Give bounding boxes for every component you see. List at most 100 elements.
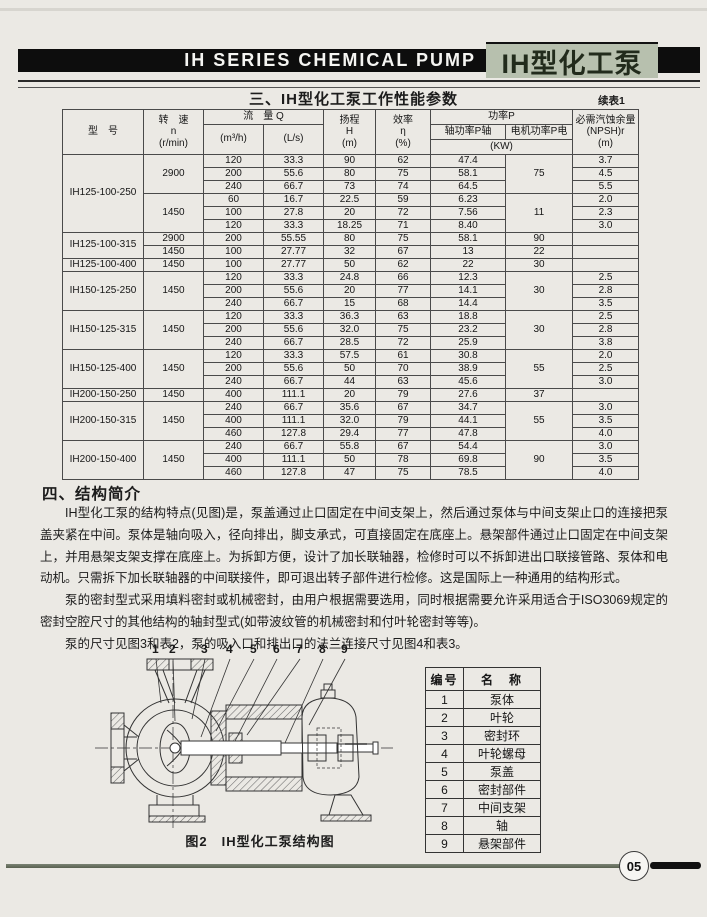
cell-flow-m3h: 400 xyxy=(203,453,264,467)
cell-shaft-power: 8.40 xyxy=(430,219,506,233)
performance-row: IH200-150-250 1450 400 111.1 20 79 27.6 37 xyxy=(62,388,640,402)
cell-model: IH200-150-315 xyxy=(62,401,144,441)
cell-shaft-power: 58.1 xyxy=(430,167,506,181)
cell-npsh: 4.5 xyxy=(572,167,640,181)
col-header-efficiency: 效率 η (%) xyxy=(375,109,431,155)
cell-speed: 2900 xyxy=(143,154,204,194)
cell-npsh: 4.0 xyxy=(572,466,640,480)
performance-row: IH200-150-400 1450 240 66.7 55.8 67 54.4 90 3.0 xyxy=(62,440,640,480)
cell-npsh: 3.5 xyxy=(572,297,640,311)
performance-table-body: IH125-100-250 2900 120 33.3 90 62 47.4 75 3.7 200… xyxy=(62,154,640,480)
col-header-flow-label: 流 量 Q xyxy=(243,110,284,122)
cell-npsh: 2.5 xyxy=(572,362,640,376)
col-header-speed: 转 速 n (r/min) xyxy=(143,109,204,155)
cell-flow-m3h: 120 xyxy=(203,154,264,168)
banner-divider-rule xyxy=(18,80,700,88)
cell-speed: 1450 xyxy=(143,349,204,389)
cell-speed: 1450 xyxy=(143,258,204,272)
cell-npsh: 3.0 xyxy=(572,440,640,454)
cell-part-name: 叶轮 xyxy=(463,708,541,727)
col-header-head: 扬程 H (m) xyxy=(323,109,376,155)
cell-flow-m3h: 200 xyxy=(203,284,264,298)
cell-efficiency: 79 xyxy=(375,414,431,428)
cell-model: IH150-125-315 xyxy=(62,310,144,350)
cell-motor-power: 55 xyxy=(504,401,574,441)
cell-shaft-power: 58.1 xyxy=(430,232,506,246)
performance-row: 460 127.8 47 75 78.5 4.0 xyxy=(63,466,640,480)
cell-flow-m3h: 100 xyxy=(203,245,264,259)
cell-flow-ls: 27.77 xyxy=(263,245,324,259)
cell-head: 15 xyxy=(323,297,376,311)
cell-motor-power: 37 xyxy=(504,388,574,402)
cell-model: IH125-100-315 xyxy=(62,232,144,259)
cell-flow-m3h: 200 xyxy=(203,323,264,337)
parts-row: 4 叶轮螺母 xyxy=(425,744,541,763)
cell-part-name: 轴 xyxy=(463,816,541,835)
cell-head: 90 xyxy=(323,154,376,168)
col-header-flow-ls: (L/s) xyxy=(263,124,324,155)
parts-table-header: 编号 名 称 xyxy=(425,667,541,691)
parts-row: 1 泵体 xyxy=(425,690,541,709)
cell-shaft-power: 27.6 xyxy=(430,388,506,402)
cell-part-number: 5 xyxy=(425,762,464,781)
performance-row: 1450 100 27.77 32 67 13 22 xyxy=(63,245,640,259)
cell-flow-m3h: 200 xyxy=(203,167,264,181)
parts-col-number: 编号 xyxy=(425,667,464,691)
cell-efficiency: 67 xyxy=(375,440,431,454)
cell-flow-ls: 16.7 xyxy=(263,193,324,207)
paragraph: 泵的密封型式采用填料密封或机械密封，由用户根据需要选用，同时根据需要允许采用适合… xyxy=(40,593,668,629)
col-header-speed-line: (r/min) xyxy=(159,137,188,149)
cell-flow-ls: 33.3 xyxy=(263,349,324,363)
figure-callout-5: 5 xyxy=(250,642,257,656)
cell-npsh: 3.0 xyxy=(572,375,640,389)
performance-row: IH150-125-400 1450 120 33.3 57.5 61 30.8 55 2.0 xyxy=(62,349,640,389)
cell-part-number: 2 xyxy=(425,708,464,727)
cell-shaft-power: 12.3 xyxy=(430,271,506,285)
cell-npsh: 5.5 xyxy=(572,180,640,194)
cell-efficiency: 75 xyxy=(375,232,431,246)
cell-head: 50 xyxy=(323,362,376,376)
cell-efficiency: 72 xyxy=(375,336,431,350)
cell-motor-power: 11 xyxy=(504,193,574,233)
performance-row: IH125-100-400 1450 100 27.77 50 62 22 30 xyxy=(62,258,640,272)
page-header-banner: IH SERIES CHEMICAL PUMP IH型化工泵 xyxy=(18,42,700,79)
col-header-npsh: 必需汽蚀余量 (NPSH)r (m) xyxy=(572,109,640,155)
cell-speed: 2900 xyxy=(143,232,204,246)
cell-flow-ls: 55.6 xyxy=(263,167,324,181)
cell-flow-m3h: 240 xyxy=(203,336,264,350)
cell-part-name: 密封部件 xyxy=(463,780,541,799)
banner-title-en: IH SERIES CHEMICAL PUMP xyxy=(184,49,476,70)
cell-npsh xyxy=(572,232,640,246)
col-header-npsh-line: 必需汽蚀余量 xyxy=(575,114,636,126)
cell-head: 50 xyxy=(323,258,376,272)
cell-npsh: 2.8 xyxy=(572,323,640,337)
cell-efficiency: 77 xyxy=(375,427,431,441)
cell-shaft-power: 78.5 xyxy=(430,466,506,480)
cell-npsh: 3.5 xyxy=(572,414,640,428)
structure-section-paragraphs: IH型化工泵的结构特点(见图)是，泵盖通过止口固定在中间支架上，然后通过泵体与中… xyxy=(40,503,668,656)
cell-motor-power: 75 xyxy=(504,154,574,194)
cell-speed: 1450 xyxy=(143,310,204,350)
footer-rule-end xyxy=(650,862,701,869)
parts-row: 6 密封部件 xyxy=(425,780,541,799)
paragraph: 泵的尺寸见图3和表2，泵的吸入口和排出口的法兰连接尺寸见图4和表3。 xyxy=(65,636,468,651)
cell-part-number: 6 xyxy=(425,780,464,799)
cell-flow-ls: 111.1 xyxy=(263,414,324,428)
col-header-eff-line: (%) xyxy=(395,137,411,149)
banner-black-bar: IH SERIES CHEMICAL PUMP xyxy=(18,48,486,72)
cell-shaft-power: 23.2 xyxy=(430,323,506,337)
cell-motor-power: 90 xyxy=(504,440,574,480)
cell-flow-m3h: 120 xyxy=(203,310,264,324)
cell-speed: 1450 xyxy=(143,245,204,259)
parts-row: 3 密封环 xyxy=(425,726,541,745)
col-header-eff-line: η xyxy=(400,126,406,138)
cell-efficiency: 75 xyxy=(375,466,431,480)
cell-shaft-power: 44.1 xyxy=(430,414,506,428)
cell-head: 44 xyxy=(323,375,376,389)
cell-efficiency: 63 xyxy=(375,310,431,324)
performance-table-title: 三、IH型化工泵工作性能参数 xyxy=(248,91,458,108)
cell-motor-power: 22 xyxy=(504,245,574,259)
cell-flow-m3h: 400 xyxy=(203,388,264,402)
col-header-model: 型 号 xyxy=(62,109,144,155)
